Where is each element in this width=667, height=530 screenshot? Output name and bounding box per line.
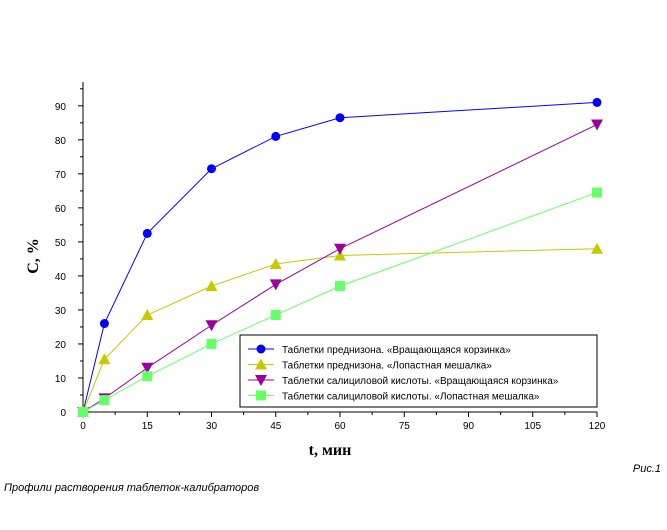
data-point — [592, 187, 602, 198]
data-point — [206, 338, 217, 349]
data-point — [78, 407, 88, 417]
x-tick-label: 90 — [463, 421, 475, 432]
x-tick-label: 30 — [206, 421, 218, 432]
data-point — [269, 279, 282, 291]
y-tick-label: 70 — [55, 170, 67, 181]
legend-marker — [255, 358, 267, 370]
y-tick-label: 60 — [55, 204, 67, 215]
y-tick-label: 40 — [55, 272, 67, 283]
legend-marker — [256, 344, 266, 354]
legend-item: Таблетки салициловой кислоты. «Лопастная… — [248, 390, 540, 403]
y-tick-label: 10 — [55, 374, 67, 385]
x-tick-label: 60 — [334, 421, 346, 432]
data-point — [205, 280, 218, 292]
y-tick-label: 50 — [55, 238, 67, 249]
x-tick-label: 15 — [142, 421, 154, 432]
x-tick-label: 0 — [80, 421, 86, 432]
data-point — [142, 371, 153, 382]
legend-label: Таблетки преднизона. «Вращающаяся корзин… — [282, 344, 511, 356]
x-tick-label: 120 — [589, 421, 606, 432]
series-4 — [78, 187, 602, 417]
legend-label: Таблетки салициловой кислоты. «Вращающая… — [282, 375, 559, 387]
data-point — [142, 228, 152, 238]
legend-label: Таблетки преднизона. «Лопастная мешалка» — [282, 360, 492, 372]
y-tick-label: 80 — [55, 136, 67, 147]
data-point — [592, 97, 602, 107]
data-point — [335, 113, 345, 123]
dissolution-chart: 0 15 30 45 60 75 90 105 120 0 10 20 30 40 50 60 70 80 90 Т… — [25, 82, 606, 459]
data-point — [269, 258, 282, 270]
data-point — [141, 309, 154, 321]
y-tick-label: 30 — [55, 306, 67, 317]
data-point — [335, 281, 345, 292]
data-point — [591, 242, 603, 254]
x-tick-label: 75 — [399, 421, 411, 432]
legend-marker — [256, 390, 266, 401]
data-point — [271, 131, 281, 141]
x-axis-title: t, мин — [309, 442, 352, 459]
legend-marker — [255, 375, 267, 386]
legend-label: Таблетки салициловой кислоты. «Лопастная… — [282, 391, 540, 403]
series-layer — [77, 97, 603, 418]
data-point — [141, 362, 154, 374]
data-point — [205, 320, 218, 332]
y-tick-label: 0 — [60, 408, 66, 419]
data-point — [98, 353, 111, 365]
data-point — [591, 119, 603, 131]
figure-label: Рис.1 — [632, 463, 661, 475]
data-point — [270, 310, 281, 321]
legend-item: Таблетки салициловой кислоты. «Вращающая… — [248, 375, 559, 387]
legend-box — [239, 334, 598, 408]
data-point — [99, 395, 110, 406]
y-axis-title: C, % — [25, 238, 42, 274]
x-tick-label: 45 — [270, 421, 282, 432]
data-point — [207, 164, 216, 174]
data-point — [99, 319, 109, 329]
legend-item: Таблетки преднизона. «Вращающаяся корзин… — [248, 344, 511, 356]
y-tick-label: 90 — [55, 102, 67, 113]
y-tick-label: 20 — [55, 340, 67, 351]
x-tick-label: 105 — [524, 421, 541, 432]
data-point — [334, 243, 346, 255]
data-point — [334, 249, 346, 261]
legend-item: Таблетки преднизона. «Лопастная мешалка» — [248, 358, 492, 372]
legend: Таблетки преднизона. «Вращающаяся корзин… — [239, 334, 598, 408]
figure-caption: Профили растворения таблеток-калибраторо… — [4, 482, 260, 494]
